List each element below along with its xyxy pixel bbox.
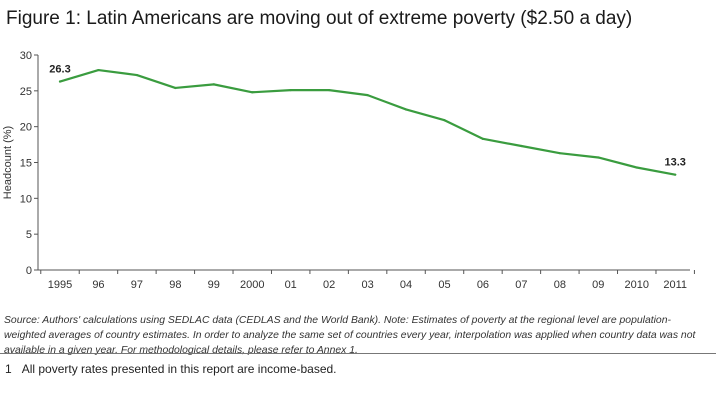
x-tick-label: 05 [438,279,450,291]
data-point [597,156,600,159]
data-point [481,137,485,140]
data-point [135,73,138,77]
figure-title: Figure 1: Latin Americans are moving out… [6,8,633,29]
x-tick-label: 2000 [240,279,264,291]
y-tick-label: 25 [20,86,32,98]
y-tick-label: 0 [26,265,32,277]
x-tick-label: 02 [323,279,335,291]
data-point [289,89,292,92]
x-tick-label: 2010 [625,279,649,291]
data-point [328,89,331,92]
data-point [212,83,215,86]
y-tick-label: 30 [20,50,32,62]
footnote-divider [0,353,716,354]
data-point [558,152,561,155]
x-tick-label: 96 [92,279,104,291]
source-note: Source: Authors' calculations using SEDL… [4,315,696,356]
data-point [520,144,523,148]
data-point [97,68,100,72]
series-line [58,68,677,176]
data-point [174,86,177,90]
x-tick-label: 08 [554,279,566,291]
x-tick-label: 99 [208,279,220,291]
data-label: 26.3 [49,64,70,76]
data-point [443,119,446,122]
x-tick-label: 01 [285,279,297,291]
data-point [404,108,408,111]
y-tick-label: 5 [26,229,32,241]
data-point [58,80,62,83]
y-tick-label: 10 [20,193,32,205]
y-axis-title: Headcount (%) [2,126,14,199]
x-tick-label: 03 [361,279,373,291]
x-tick-label: 06 [477,279,489,291]
x-tick-label: 04 [400,279,412,291]
footnote: 1 All poverty rates presented in this rep… [5,362,713,376]
y-tick-label: 20 [20,122,32,134]
x-tick-label: 07 [515,279,527,291]
footnote-text: All poverty rates presented in this repo… [21,362,337,376]
data-point [251,91,254,94]
x-tick-label: 97 [131,279,143,291]
data-label: 13.3 [664,157,685,169]
footnote-number: 1 [5,362,12,376]
data-point [366,94,369,97]
x-tick-label: 98 [169,279,181,291]
x-tick-label: 09 [592,279,604,291]
data-point [635,166,638,169]
x-tick-label: 1995 [48,279,72,291]
y-tick-label: 15 [20,158,32,170]
data-point [674,173,677,176]
x-tick-label: 2011 [663,279,687,291]
